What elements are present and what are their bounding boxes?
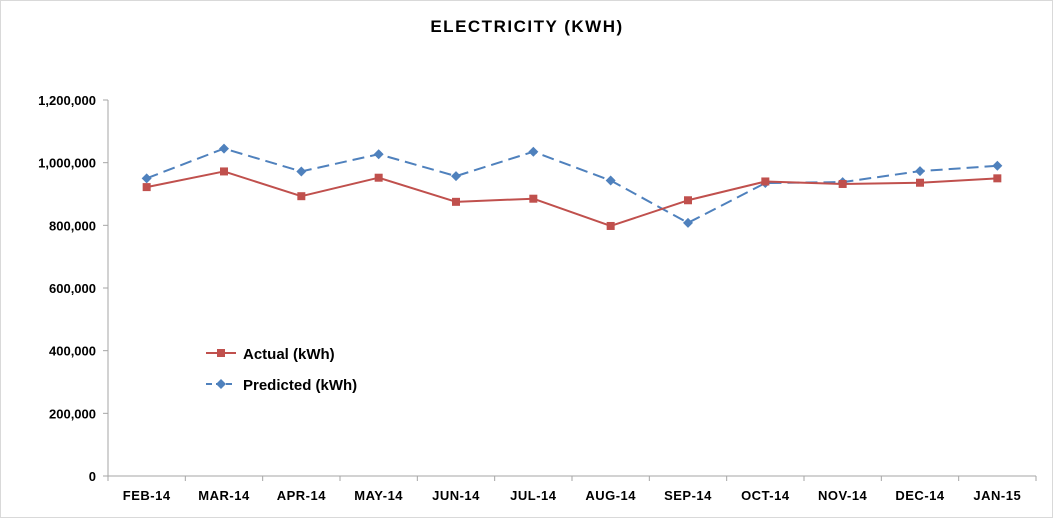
series-actual [142, 167, 1002, 230]
x-tick-label: MAR-14 [198, 488, 250, 503]
y-tick-label: 0 [89, 469, 96, 484]
legend-label-predicted: Predicted (kWh) [243, 377, 357, 394]
data-point-actual [684, 196, 692, 205]
y-tick-label: 1,200,000 [38, 93, 96, 108]
data-point-predicted [451, 171, 461, 182]
data-point-predicted [992, 160, 1003, 171]
data-point-actual [297, 192, 306, 201]
y-axis-ticks: 0 200,000 400,000 600,000 800,000 1,000,000 1,… [38, 93, 108, 484]
data-point-predicted [915, 166, 925, 177]
data-point-actual [761, 177, 770, 186]
axes [107, 100, 1036, 477]
data-point-predicted [141, 173, 152, 184]
x-tick-label: APR-14 [277, 488, 327, 503]
data-point-predicted [528, 146, 539, 157]
x-tick-label: FEB-14 [123, 488, 171, 503]
x-tick-label: JAN-15 [973, 488, 1021, 503]
x-tick-label: JUL-14 [510, 488, 557, 503]
data-point-predicted [373, 149, 384, 160]
series-line-predicted [146, 147, 998, 224]
chart-title: ELECTRICITY (KWH) [430, 17, 623, 36]
x-tick-label: MAY-14 [354, 488, 403, 503]
data-point-actual [838, 179, 847, 188]
data-point-actual [142, 183, 151, 192]
data-point-actual [220, 167, 228, 176]
data-point-actual [916, 178, 924, 187]
x-axis-ticks: FEB-14 MAR-14 APR-14 MAY-14 JUN-14 JUL-14 AUG-… [107, 476, 1037, 503]
data-point-predicted [219, 143, 229, 154]
series-line-actual [146, 170, 998, 227]
y-tick-label: 800,000 [49, 218, 96, 233]
data-point-predicted [683, 217, 693, 228]
y-tick-label: 200,000 [49, 406, 96, 421]
data-point-predicted [296, 166, 307, 177]
data-point-actual [529, 194, 538, 203]
legend-label-actual: Actual (kWh) [243, 346, 335, 363]
y-tick-label: 400,000 [49, 344, 96, 359]
legend: Actual (kWh) Predicted (kWh) [206, 346, 357, 394]
x-tick-label: NOV-14 [818, 488, 868, 503]
data-point-actual [993, 174, 1002, 183]
data-point-actual [606, 221, 615, 230]
x-tick-label: DEC-14 [895, 488, 945, 503]
series-layer [141, 143, 1003, 230]
x-tick-label: SEP-14 [664, 488, 712, 503]
x-tick-label: OCT-14 [741, 488, 790, 503]
legend-marker-predicted [216, 379, 226, 389]
x-tick-label: AUG-14 [585, 488, 636, 503]
x-tick-label: JUN-14 [432, 488, 480, 503]
y-tick-label: 1,000,000 [38, 156, 96, 171]
data-point-predicted [605, 175, 616, 186]
data-point-actual [452, 197, 460, 206]
data-point-actual [374, 173, 383, 182]
legend-marker-actual [217, 349, 225, 357]
y-tick-label: 600,000 [49, 281, 96, 296]
